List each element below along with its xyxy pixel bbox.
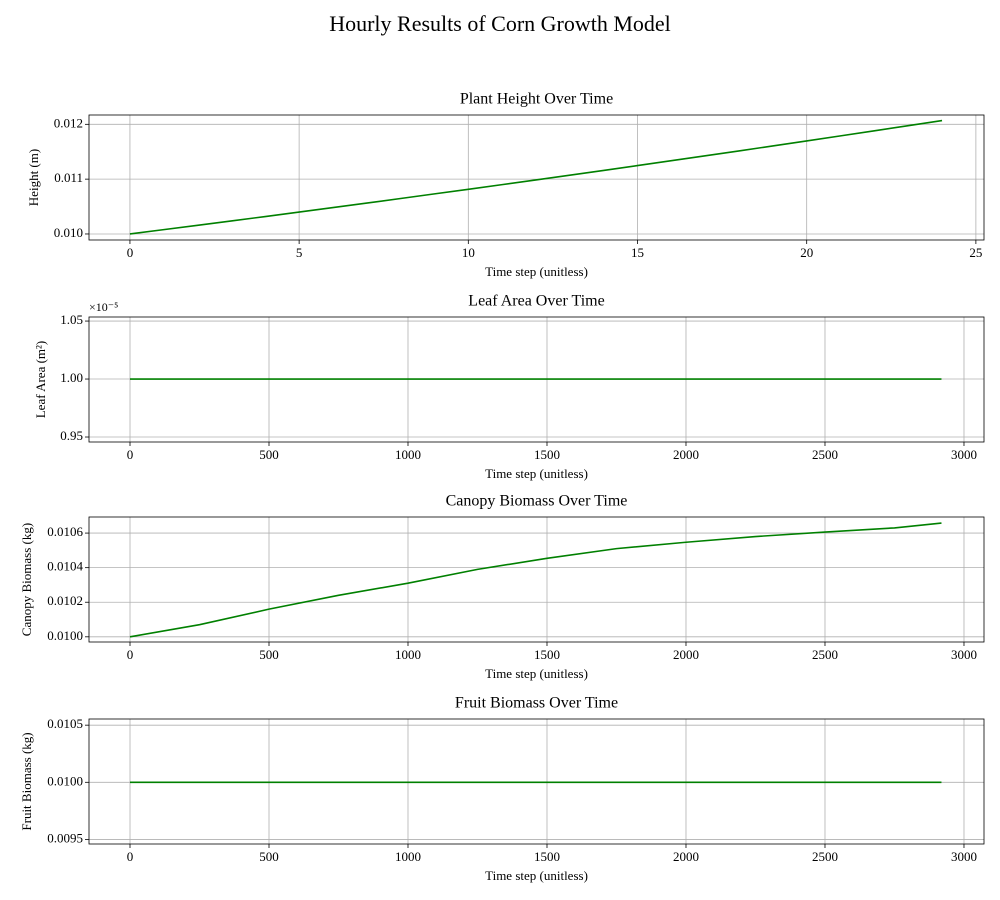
- x-tick-label: 2500: [812, 849, 838, 864]
- y-tick-label: 1.05: [60, 312, 83, 327]
- x-tick-label: 0: [127, 849, 134, 864]
- y-axis-label: Height (m): [26, 149, 41, 206]
- y-tick-label: 1.00: [60, 370, 83, 385]
- y-tick-label: 0.0106: [47, 524, 83, 539]
- axes-title: Fruit Biomass Over Time: [455, 695, 618, 712]
- x-tick-label: 3000: [951, 647, 977, 662]
- x-tick-label: 1000: [395, 447, 421, 462]
- x-tick-label: 2500: [812, 647, 838, 662]
- y-axis-label: Leaf Area (m²): [33, 341, 48, 419]
- x-tick-label: 3000: [951, 849, 977, 864]
- x-tick-label: 2000: [673, 647, 699, 662]
- offset-label: ×10⁻⁵: [89, 300, 118, 314]
- x-tick-label: 0: [127, 245, 134, 260]
- y-tick-label: 0.010: [54, 225, 83, 240]
- y-tick-label: 0.0095: [47, 830, 83, 845]
- y-tick-label: 0.0104: [47, 559, 83, 574]
- axes-frame: [88, 114, 985, 241]
- x-tick-label: 500: [259, 647, 279, 662]
- x-tick-label: 2000: [673, 447, 699, 462]
- y-tick-label: 0.95: [60, 428, 83, 443]
- axes-frame: [88, 316, 985, 443]
- x-tick-label: 500: [259, 447, 279, 462]
- x-tick-label: 500: [259, 849, 279, 864]
- x-tick-label: 20: [800, 245, 813, 260]
- x-tick-label: 1500: [534, 447, 560, 462]
- axes-frame: [88, 516, 985, 643]
- x-tick-label: 25: [969, 245, 982, 260]
- x-tick-label: 10: [462, 245, 475, 260]
- x-tick-label: 3000: [951, 447, 977, 462]
- y-axis-label: Canopy Biomass (kg): [19, 523, 34, 636]
- x-axis-label: Time step (unitless): [485, 264, 588, 279]
- y-tick-label: 0.0100: [47, 628, 83, 643]
- data-line: [129, 119, 943, 235]
- figure-title: Hourly Results of Corn Growth Model: [329, 11, 671, 36]
- x-tick-label: 1000: [395, 849, 421, 864]
- x-axis-label: Time step (unitless): [485, 868, 588, 883]
- y-tick-label: 0.011: [54, 170, 83, 185]
- x-tick-label: 1500: [534, 849, 560, 864]
- y-tick-label: 0.0100: [47, 773, 83, 788]
- y-axis-label: Fruit Biomass (kg): [19, 732, 34, 830]
- x-tick-label: 0: [127, 647, 134, 662]
- data-line: [129, 522, 942, 638]
- x-axis-label: Time step (unitless): [485, 666, 588, 681]
- y-tick-label: 0.012: [54, 115, 83, 130]
- y-tick-label: 0.0102: [47, 593, 83, 608]
- x-axis-label: Time step (unitless): [485, 466, 588, 481]
- axes-title: Leaf Area Over Time: [468, 293, 604, 310]
- x-tick-label: 1500: [534, 647, 560, 662]
- x-tick-label: 5: [296, 245, 303, 260]
- y-tick-label: 0.0105: [47, 716, 83, 731]
- x-tick-label: 15: [631, 245, 644, 260]
- axes-frame: [88, 718, 985, 845]
- axes-title: Plant Height Over Time: [460, 91, 613, 108]
- x-tick-label: 0: [127, 447, 134, 462]
- x-tick-label: 1000: [395, 647, 421, 662]
- x-tick-label: 2500: [812, 447, 838, 462]
- axes-title: Canopy Biomass Over Time: [446, 493, 628, 510]
- x-tick-label: 2000: [673, 849, 699, 864]
